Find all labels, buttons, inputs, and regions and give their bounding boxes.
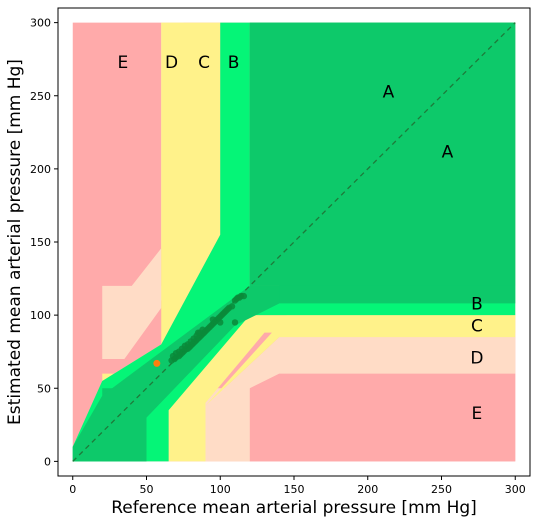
svg-text:0: 0: [44, 455, 51, 468]
svg-text:100: 100: [210, 483, 231, 496]
zone-label-a-5: A: [442, 142, 454, 162]
x-tick-150: 150: [284, 476, 305, 496]
y-axis: 0 50 100 150 200 250 300: [30, 17, 58, 468]
svg-text:200: 200: [357, 483, 378, 496]
data-point-45: [231, 319, 239, 326]
x-tick-200: 200: [357, 476, 378, 496]
zone-label-a-4: A: [383, 82, 395, 102]
zone-label-b-6: B: [471, 294, 483, 314]
identity-line: [72, 22, 516, 462]
x-tick-250: 250: [431, 476, 452, 496]
zone-c-lower-a: [168, 315, 516, 462]
y-tick-0: 0: [44, 455, 58, 468]
svg-text:300: 300: [505, 483, 526, 496]
y-tick-150: 150: [30, 236, 58, 249]
y-axis-label: Estimated mean arterial pressure [mm Hg]: [5, 59, 25, 425]
data-point-47: [209, 316, 217, 323]
data-point-38: [228, 303, 236, 310]
zone-label-c-2: C: [198, 53, 210, 73]
svg-text:250: 250: [431, 483, 452, 496]
svg-text:200: 200: [30, 163, 51, 176]
zone-a-core: [72, 285, 280, 462]
zone-label-c-7: C: [471, 316, 483, 336]
svg-text:150: 150: [284, 483, 305, 496]
y-tick-50: 50: [37, 382, 58, 395]
svg-text:150: 150: [30, 236, 51, 249]
data-point-55: [169, 352, 177, 360]
data-point-44: [240, 292, 248, 300]
data-point-59: [196, 329, 203, 336]
y-tick-200: 200: [30, 163, 58, 176]
y-tick-100: 100: [30, 309, 58, 322]
x-tick-50: 50: [140, 476, 154, 496]
svg-text:50: 50: [140, 483, 154, 496]
zone-label-b-3: B: [228, 53, 240, 73]
x-axis-label: Reference mean arterial pressure [mm Hg]: [111, 498, 477, 518]
zone-c-upper: [102, 22, 221, 381]
y-tick-250: 250: [30, 90, 58, 103]
svg-text:0: 0: [69, 483, 76, 496]
x-tick-100: 100: [210, 476, 231, 496]
svg-text:50: 50: [37, 382, 51, 395]
svg-text:300: 300: [30, 17, 51, 30]
zone-d-band: [205, 337, 516, 462]
zone-label-d-8: D: [470, 349, 483, 369]
svg-text:250: 250: [30, 90, 51, 103]
data-point-46: [217, 319, 224, 326]
x-tick-0: 0: [69, 476, 76, 496]
svg-text:100: 100: [30, 309, 51, 322]
x-axis: 0 50 100 150 200 250 300: [69, 476, 526, 496]
y-tick-300: 300: [30, 17, 58, 30]
zone-e-lower: [249, 373, 516, 462]
zone-c-lower: [168, 315, 516, 462]
outlier-point-0: [153, 359, 161, 367]
zone-label-d-1: D: [165, 53, 178, 73]
x-tick-300: 300: [505, 476, 526, 496]
zone-label-e-0: E: [118, 53, 129, 73]
zone-label-e-9: E: [472, 404, 483, 424]
points-layer: [153, 292, 248, 367]
